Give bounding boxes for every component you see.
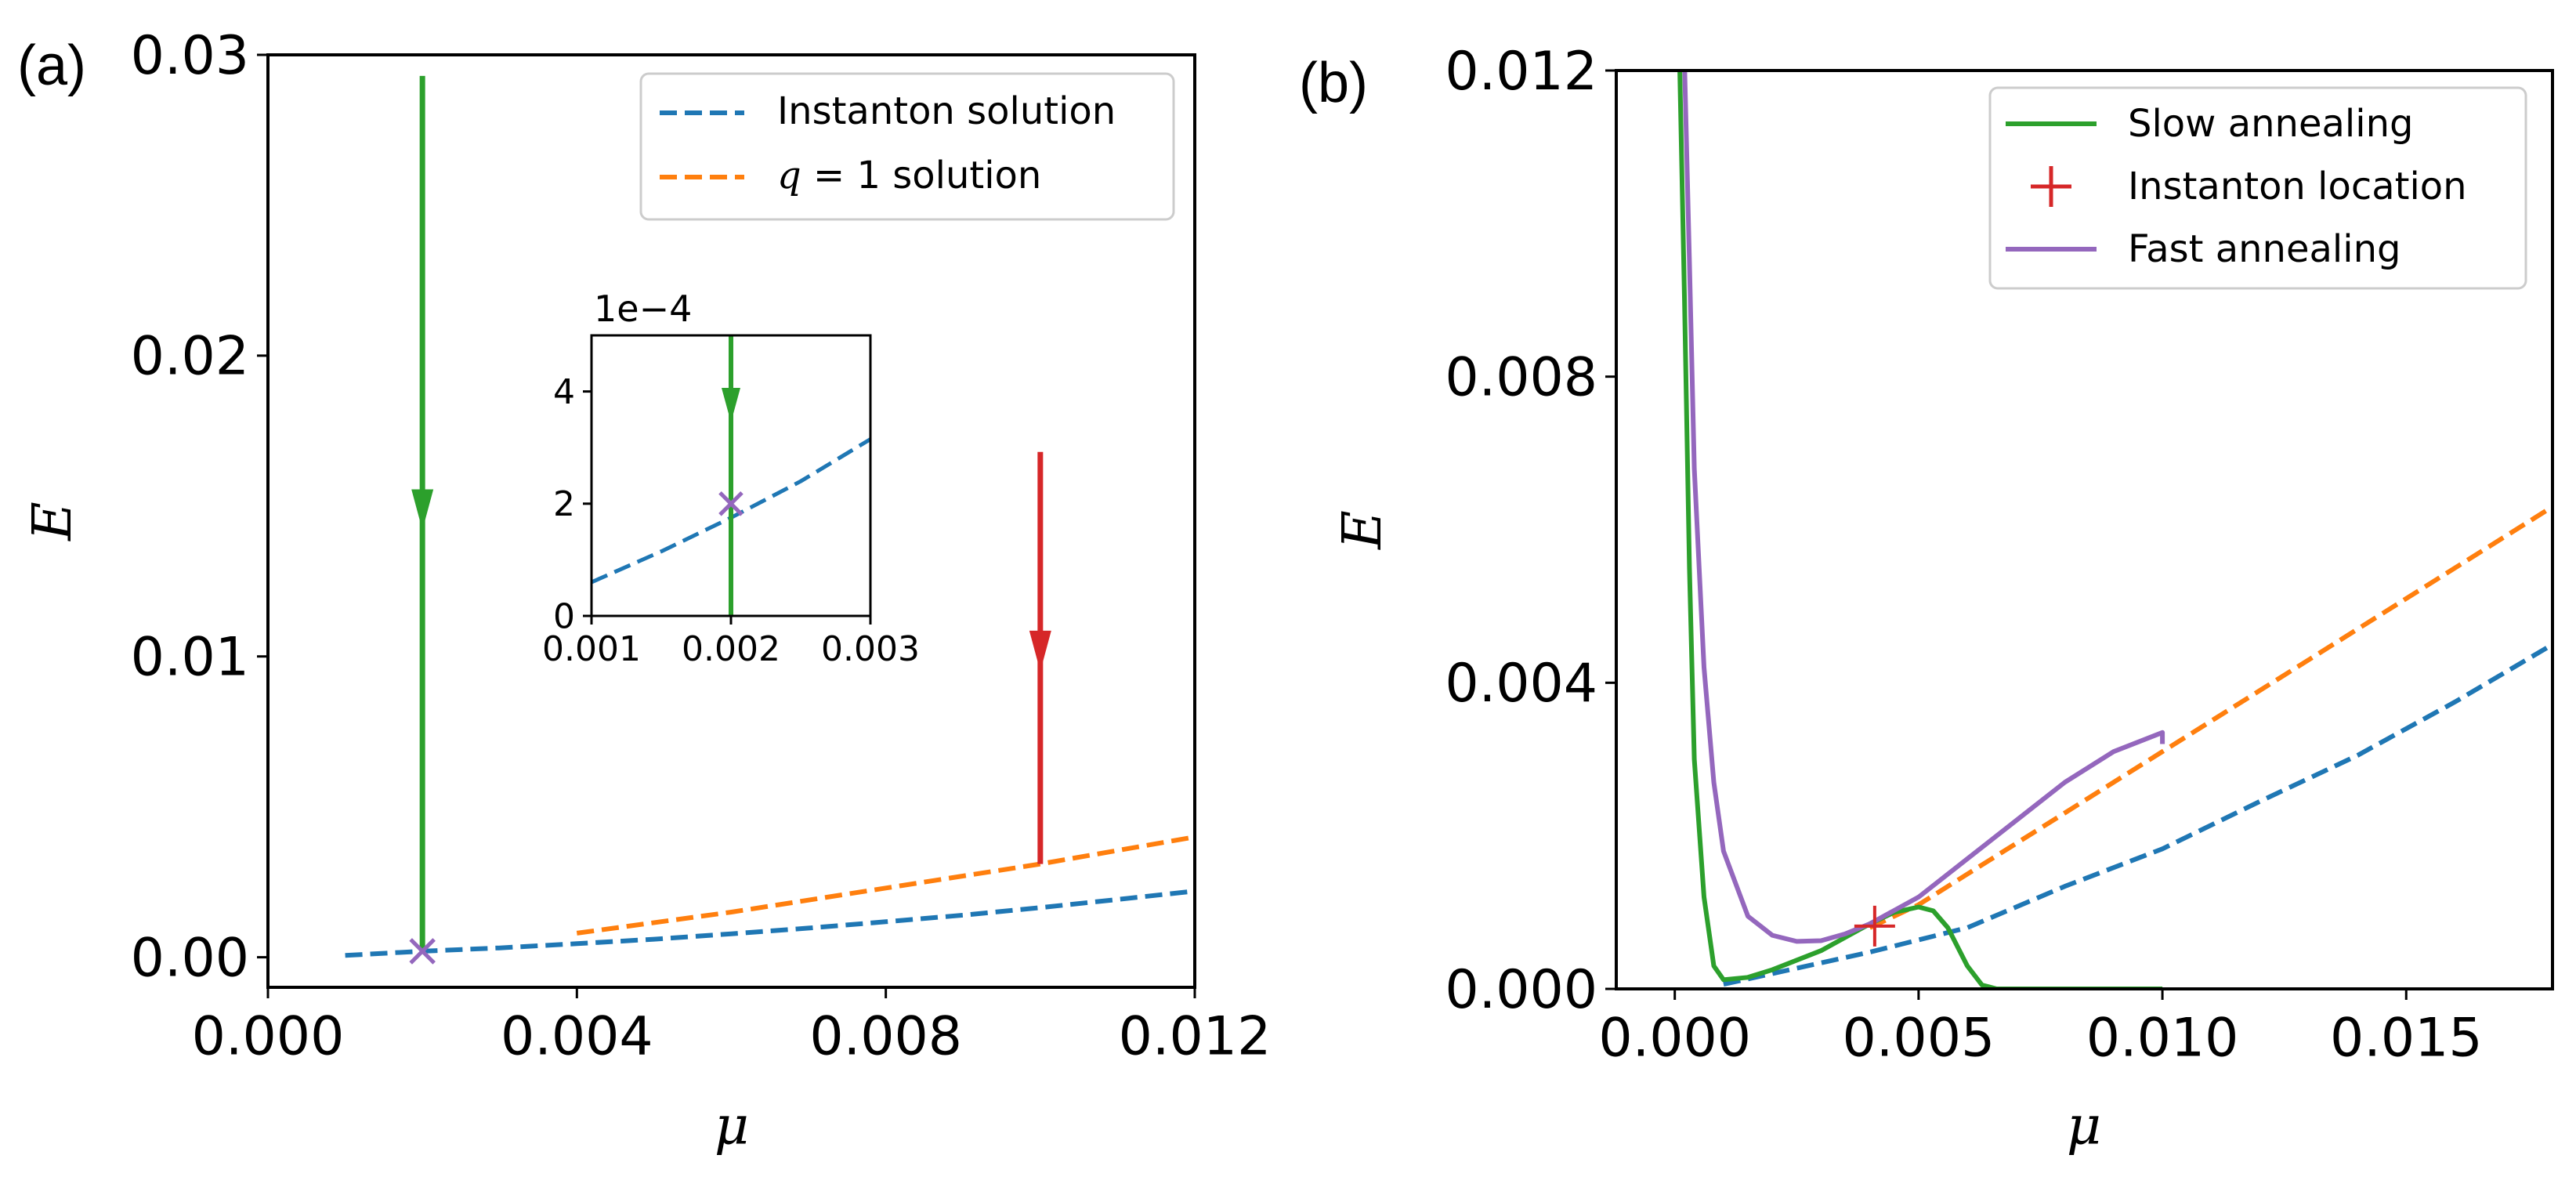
panel-a-x-ticks: 0.000 0.004 0.008 0.012 [192, 987, 1272, 1067]
panel-a-xtick-label: 0.000 [192, 1005, 345, 1067]
panel-a-series-q-1-solution [576, 835, 1196, 936]
inset-xtick-label: 0.002 [682, 629, 780, 669]
panel-b-marker-instanton-location [1854, 905, 1895, 947]
inset-offset-label: 1e−4 [594, 288, 692, 330]
inset-marker-instanton-cross [718, 491, 743, 516]
panel-a-inset: 0.001 0.002 0.003 0 2 4 1e−4 [542, 288, 920, 669]
panel-b-plot-area [1677, 71, 2552, 989]
inset-ytick-label: 2 [553, 484, 575, 524]
panel-b-axes-frame [1615, 69, 2554, 990]
panel-b-legend-box [1988, 86, 2527, 290]
panel-a-ytick-label: 0.03 [131, 25, 249, 87]
panel-b-xlabel: μ [2067, 1095, 2101, 1157]
panel-b-series-fast-annealing [1682, 71, 2165, 944]
panel-a-ytick-label: 0.01 [131, 627, 249, 689]
panel-b-ytick-label: 0.008 [1445, 346, 1597, 408]
panel-b-ytick-label: 0.012 [1445, 41, 1597, 103]
legend-label-instanton: Instanton solution [777, 89, 1116, 133]
inset-xtick-label: 0.003 [821, 629, 920, 669]
legend-label-fast: Fast annealing [2128, 227, 2401, 271]
panel-a: (a) 0.000 0.004 0.008 0.012 0.000.010.020.0… [17, 25, 1271, 1157]
panel-a-xtick-label: 0.004 [501, 1005, 653, 1067]
panel-a-xlabel: μ [715, 1095, 749, 1157]
panel-b-ytick-label: 0.000 [1445, 959, 1597, 1021]
panel-a-y-ticks: 0.00 0.01 0.02 0.03 [131, 25, 268, 989]
panel-b-ytick-label: 0.004 [1445, 653, 1597, 715]
panel-b-legend: Slow annealing Instanton location Fast a… [1988, 86, 2527, 290]
panel-a-ytick-label: 0.02 [131, 326, 249, 388]
legend-label-q1: q = 1 solution [777, 154, 1041, 197]
legend-label-slow: Slow annealing [2128, 102, 2413, 146]
inset-y-ticks: 0 2 4 [553, 372, 592, 636]
legend-swatch-instanton-location [2031, 166, 2071, 207]
inset-plot-area [590, 335, 872, 616]
panel-b-xtick-label: 0.010 [2086, 1007, 2239, 1069]
panel-a-series-instanton-solution [345, 889, 1196, 958]
panel-b-xtick-label: 0.005 [1843, 1007, 1995, 1069]
legend-label-q1-math: q [777, 154, 801, 197]
inset-arrow-green-head [722, 387, 740, 422]
panel-a-legend-box [639, 72, 1175, 221]
panel-b-series-q-1-solution [1869, 505, 2552, 930]
panel-a-ytick-label: 0.00 [131, 927, 249, 989]
panel-b-xtick-label: 0.015 [2330, 1007, 2483, 1069]
panel-a-arrow-red-head [1029, 630, 1051, 672]
panel-a-xtick-label: 0.008 [809, 1005, 962, 1067]
panel-a-legend: Instanton solution q = 1 solution [639, 72, 1175, 221]
inset-xtick-label: 0.001 [542, 629, 641, 669]
panel-b-xtick-label: 0.000 [1598, 1007, 1751, 1069]
panel-b-x-ticks: 0.000 0.005 0.010 0.015 [1598, 989, 2483, 1069]
panel-b-series-instanton-solution [1723, 642, 2552, 987]
panel-a-xtick-label: 0.012 [1119, 1005, 1272, 1067]
panel-a-plot-area [345, 75, 1196, 965]
panel-a-axes-frame [266, 53, 1196, 989]
panel-a-ylabel: E [22, 501, 84, 542]
panel-a-marker-instanton-cross [409, 938, 436, 965]
inset-x-ticks: 0.001 0.002 0.003 [542, 616, 920, 669]
legend-label-q1-rest: = 1 solution [801, 154, 1042, 197]
panel-a-label: (a) [17, 34, 86, 97]
inset-ytick-label: 4 [553, 372, 575, 412]
inset-ytick-label: 0 [553, 596, 575, 636]
panel-b: (b) 0.000 0.005 0.010 0.015 0.000 0.004 0.008… [1299, 41, 2554, 1157]
panel-a-arrow-green-head [411, 489, 434, 530]
panel-b-ylabel: E [1332, 510, 1394, 551]
legend-label-instanton-location: Instanton location [2128, 165, 2467, 208]
panel-b-label: (b) [1299, 52, 1368, 114]
panel-b-y-ticks: 0.000 0.004 0.008 0.012 [1445, 41, 1616, 1021]
